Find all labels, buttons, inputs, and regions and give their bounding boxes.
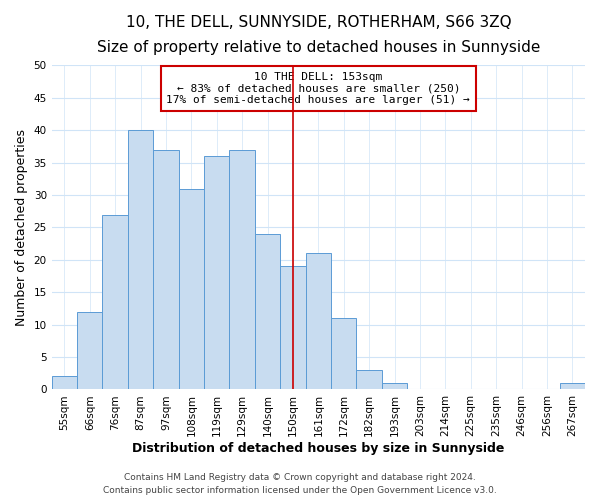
Bar <box>153 150 179 390</box>
Bar <box>356 370 382 390</box>
Bar <box>331 318 356 390</box>
Bar <box>204 156 229 390</box>
Bar <box>103 214 128 390</box>
Bar <box>179 188 204 390</box>
X-axis label: Distribution of detached houses by size in Sunnyside: Distribution of detached houses by size … <box>132 442 505 455</box>
Bar <box>255 234 280 390</box>
Bar <box>77 312 103 390</box>
Bar <box>280 266 305 390</box>
Text: Contains HM Land Registry data © Crown copyright and database right 2024.
Contai: Contains HM Land Registry data © Crown c… <box>103 474 497 495</box>
Y-axis label: Number of detached properties: Number of detached properties <box>15 129 28 326</box>
Bar <box>305 254 331 390</box>
Bar <box>128 130 153 390</box>
Bar <box>52 376 77 390</box>
Bar <box>560 383 585 390</box>
Title: 10, THE DELL, SUNNYSIDE, ROTHERHAM, S66 3ZQ
Size of property relative to detache: 10, THE DELL, SUNNYSIDE, ROTHERHAM, S66 … <box>97 15 540 54</box>
Text: 10 THE DELL: 153sqm
← 83% of detached houses are smaller (250)
17% of semi-detac: 10 THE DELL: 153sqm ← 83% of detached ho… <box>166 72 470 105</box>
Bar <box>382 383 407 390</box>
Bar <box>229 150 255 390</box>
